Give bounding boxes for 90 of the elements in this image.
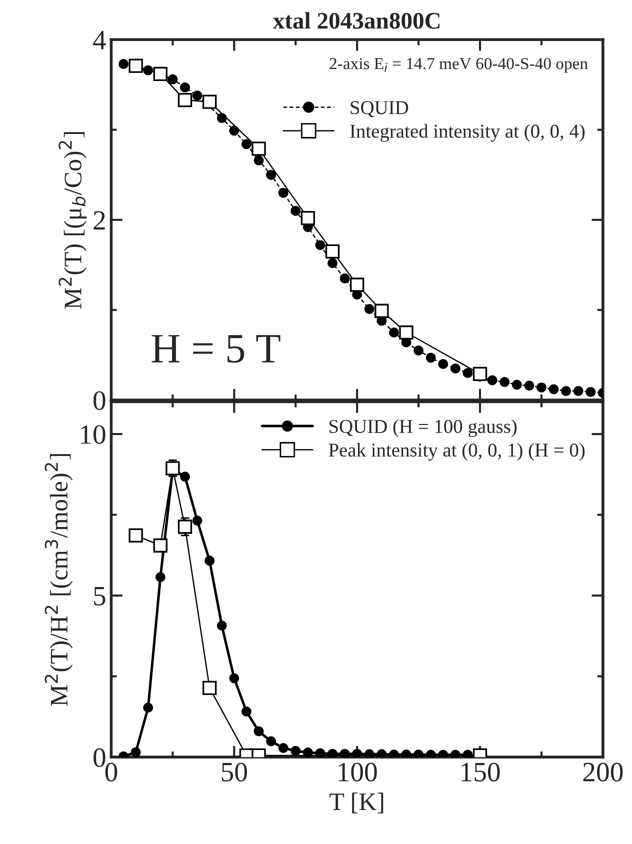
point xyxy=(302,748,313,758)
point xyxy=(462,750,473,758)
point xyxy=(118,58,129,69)
point xyxy=(202,680,217,696)
point xyxy=(524,380,534,391)
point xyxy=(266,170,276,180)
point xyxy=(192,516,202,526)
y-tick-label: 0 xyxy=(94,748,106,767)
point xyxy=(414,346,424,356)
point xyxy=(300,210,315,226)
point xyxy=(178,520,192,534)
point xyxy=(573,386,584,396)
point xyxy=(229,126,240,136)
point xyxy=(315,748,326,758)
point xyxy=(340,273,350,284)
point xyxy=(252,142,266,156)
y-tick-label: 4 xyxy=(93,31,106,50)
point xyxy=(290,206,301,216)
chart-title: xtal 2043an800C xyxy=(272,12,440,29)
point xyxy=(168,74,178,84)
x-tick-label: 100 xyxy=(338,762,377,782)
point xyxy=(278,188,288,198)
point xyxy=(180,82,190,92)
point xyxy=(290,746,301,756)
point xyxy=(352,748,362,758)
point xyxy=(266,736,276,746)
point xyxy=(254,155,264,166)
point xyxy=(462,368,473,378)
point xyxy=(500,377,510,388)
point xyxy=(364,749,374,758)
x-tick-label: 0 xyxy=(105,762,118,782)
y-axis-title: M$^{2}$(T) [(μ$_{b}$/Co)$^{2}$] xyxy=(58,132,87,309)
point xyxy=(216,620,227,631)
point xyxy=(450,364,460,374)
point xyxy=(128,58,143,73)
point xyxy=(155,572,166,582)
point xyxy=(204,556,215,566)
legend-label: Peak intensity at (0, 0, 1) (H = 0) xyxy=(328,443,585,461)
point xyxy=(143,702,154,713)
point xyxy=(401,749,412,758)
point xyxy=(426,352,436,363)
x-tick-label: 200 xyxy=(583,762,623,782)
point xyxy=(340,748,350,758)
text: M$^{2}$(T)/H$^{2}$ [(cm$^{3}$/mole)$^{2}$] xyxy=(44,454,73,706)
legend-label: SQUID xyxy=(350,101,408,118)
point xyxy=(548,384,559,394)
legend-label: Integrated intensity at (0, 0, 4) xyxy=(350,124,585,142)
point xyxy=(241,139,252,150)
annotation: H = 5 T xyxy=(152,335,280,363)
point xyxy=(202,94,217,109)
point xyxy=(315,240,326,250)
y-tick-label: 10 xyxy=(81,425,106,444)
point xyxy=(388,749,399,758)
point xyxy=(241,706,252,717)
point xyxy=(178,92,192,108)
point xyxy=(153,66,168,81)
y-tick-label: 5 xyxy=(94,587,106,606)
point xyxy=(325,244,340,258)
y-tick-label: 0 xyxy=(94,391,106,410)
point xyxy=(229,673,240,684)
point xyxy=(350,278,364,292)
point xyxy=(399,325,414,340)
annotation: 2-axis E$_{i}$ = 14.7 meV 60-40-S-40 open xyxy=(330,58,588,73)
point xyxy=(472,366,488,382)
legend-label: SQUID (H = 100 gauss) xyxy=(330,419,517,438)
point xyxy=(536,382,546,392)
x-tick-label: 150 xyxy=(462,762,500,782)
point xyxy=(180,472,190,482)
point xyxy=(438,359,448,370)
point xyxy=(376,749,387,758)
point xyxy=(374,304,389,318)
point xyxy=(561,386,572,396)
point xyxy=(130,747,141,758)
x-axis-title: T [K] xyxy=(330,792,384,814)
point xyxy=(512,380,522,390)
point xyxy=(487,375,498,386)
point xyxy=(450,750,460,758)
point xyxy=(414,749,424,758)
point xyxy=(388,327,399,338)
point xyxy=(586,386,596,397)
x-tick-label: 50 xyxy=(222,762,247,782)
point xyxy=(327,258,338,268)
point xyxy=(327,748,338,758)
point xyxy=(254,726,264,736)
point xyxy=(153,538,168,553)
point xyxy=(364,304,374,314)
point xyxy=(128,528,143,543)
y-tick-label: 2 xyxy=(94,211,105,230)
point xyxy=(278,743,288,754)
point xyxy=(192,90,202,101)
